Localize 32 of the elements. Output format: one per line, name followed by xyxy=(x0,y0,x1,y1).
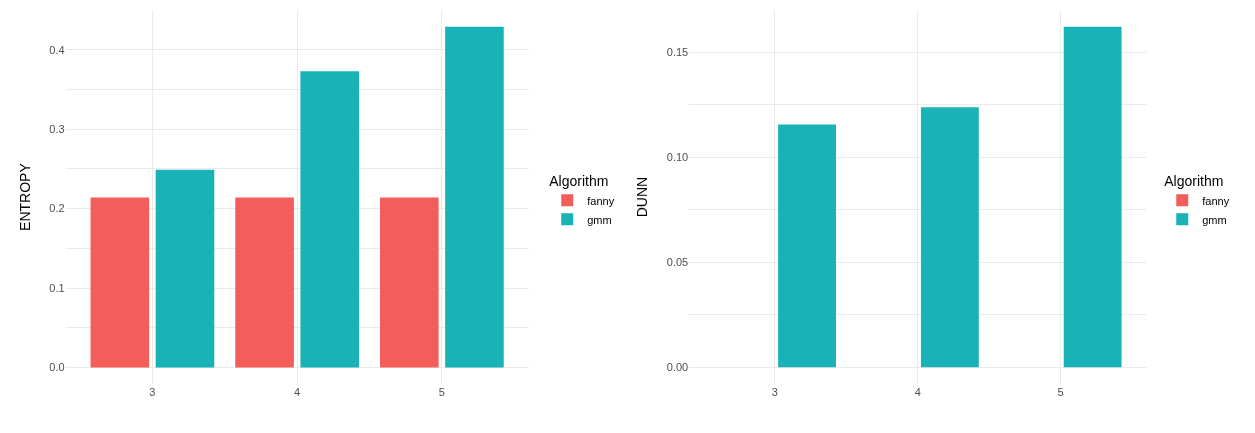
x-tick-label: 5 xyxy=(1057,386,1064,399)
legend-label: fanny xyxy=(1202,194,1230,207)
y-tick-label: 0.2 xyxy=(49,202,65,215)
legend-label: gmm xyxy=(587,213,612,226)
x-tick-label: 5 xyxy=(438,386,445,399)
bar xyxy=(1063,26,1122,368)
legend-label: fanny xyxy=(587,194,615,207)
x-tick-label: 4 xyxy=(294,386,301,399)
y-tick-label: 0.1 xyxy=(49,281,65,294)
y-tick-label: 0.4 xyxy=(49,43,65,56)
bar xyxy=(445,26,504,368)
legend-title: Algorithm xyxy=(1164,172,1224,189)
legend-title: Algorithm xyxy=(549,172,609,189)
bar xyxy=(379,197,439,368)
y-tick-label: 0.05 xyxy=(666,256,689,269)
legend-label: gmm xyxy=(1202,213,1227,226)
bar xyxy=(235,197,294,368)
bar xyxy=(90,197,150,368)
y-axis-title: DUNN xyxy=(634,176,651,218)
y-tick-label: 0.0 xyxy=(49,361,65,374)
bar xyxy=(155,169,215,368)
y-tick-label: 0.3 xyxy=(49,123,65,135)
y-tick-label: 0.00 xyxy=(666,361,689,374)
bar xyxy=(920,107,979,368)
x-tick-label: 3 xyxy=(149,386,156,399)
bar xyxy=(778,124,836,368)
y-axis-title: ENTROPY xyxy=(16,162,33,231)
x-tick-label: 3 xyxy=(771,386,778,399)
x-tick-label: 4 xyxy=(914,386,921,399)
y-tick-label: 0.10 xyxy=(666,150,689,163)
y-tick-label: 0.15 xyxy=(666,45,689,58)
bar xyxy=(300,71,359,368)
